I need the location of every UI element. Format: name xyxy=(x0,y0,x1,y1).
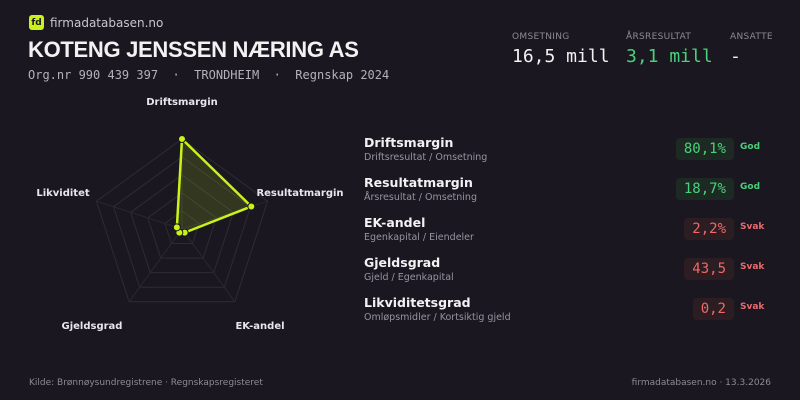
metric-status: Svak xyxy=(740,262,765,272)
radar-grid-ring xyxy=(95,138,269,303)
brand-name: firmadatabasen.no xyxy=(50,15,164,30)
metrics-list: Driftsmargin Driftsresultat / Omsetning … xyxy=(364,135,774,335)
logo-icon: fd xyxy=(29,15,44,30)
radar-axis-line xyxy=(181,228,236,303)
kpi-value: 3,1 mill xyxy=(626,46,713,67)
kpi-omsetning: OMSETNING 16,5 mill xyxy=(512,32,610,67)
metric-value: 2,2% xyxy=(684,218,734,240)
radar-axis-label: Gjeldsgrad xyxy=(62,321,123,332)
radar-chart: Driftsmargin Resultatmargin EK-andel Gjelds… xyxy=(36,97,343,332)
radar-axis-label: EK-andel xyxy=(235,321,284,332)
brand[interactable]: fd firmadatabasen.no xyxy=(29,15,163,30)
radar-axis-label: Driftsmargin xyxy=(146,97,218,108)
kpi-ansatte: ANSATTE - xyxy=(730,32,773,67)
metric-row: EK-andel Egenkapital / Eiendeler 2,2% Sv… xyxy=(364,215,774,255)
kpi-label: OMSETNING xyxy=(512,32,570,42)
metric-row: Resultatmargin Årsresultat / Omsetning 1… xyxy=(364,175,774,215)
radar-grid-ring xyxy=(112,156,252,288)
radar-area xyxy=(175,137,253,234)
metric-formula: Årsresultat / Omsetning xyxy=(364,192,477,203)
radar-axis-label: Resultatmargin xyxy=(256,188,343,199)
radar-grid-ring xyxy=(130,174,234,274)
metric-row: Likviditetsgrad Omløpsmidler / Kortsikti… xyxy=(364,295,774,335)
metric-name: Resultatmargin xyxy=(364,175,473,190)
kpi-label: ANSATTE xyxy=(730,32,773,42)
metric-formula: Omløpsmidler / Kortsiktig gjeld xyxy=(364,312,511,323)
metric-row: Gjeldsgrad Gjeld / Egenkapital 43,5 Svak xyxy=(364,255,774,295)
radar-point xyxy=(178,135,186,143)
metric-row: Driftsmargin Driftsresultat / Omsetning … xyxy=(364,135,774,175)
metric-value: 0,2 xyxy=(692,298,734,320)
radar-point xyxy=(172,223,181,232)
metric-status: Svak xyxy=(740,302,765,312)
metric-status: God xyxy=(740,182,761,192)
metric-name: EK-andel xyxy=(364,215,426,230)
metric-name: Gjeldsgrad xyxy=(364,255,441,270)
company-subtitle: Org.nr 990 439 397 · TRONDHEIM · Regnska… xyxy=(28,68,390,82)
footer-site: firmadatabasen.no · 13.3.2026 xyxy=(631,378,771,388)
kpi-value: 16,5 mill xyxy=(512,46,610,67)
radar-grid-ring xyxy=(164,210,200,245)
metric-status: God xyxy=(740,142,761,152)
radar-axis-line xyxy=(128,228,183,303)
radar-axis-line xyxy=(96,200,183,230)
footer-source: Kilde: Brønnøysundregistrene · Regnskaps… xyxy=(29,378,263,388)
radar-point xyxy=(247,202,256,211)
kpi-label: ÅRSRESULTAT xyxy=(626,32,692,42)
metric-formula: Gjeld / Egenkapital xyxy=(364,272,454,283)
metric-formula: Egenkapital / Eiendeler xyxy=(364,232,474,243)
company-name: KOTENG JENSSEN NÆRING AS xyxy=(28,37,359,62)
metric-value: 80,1% xyxy=(675,138,734,160)
metric-value: 43,5 xyxy=(684,258,734,280)
metric-value: 18,7% xyxy=(675,178,734,200)
kpi-value: - xyxy=(730,46,741,67)
metric-formula: Driftsresultat / Omsetning xyxy=(364,152,488,163)
radar-axis-label: Likviditet xyxy=(36,188,90,199)
metric-name: Likviditetsgrad xyxy=(364,295,471,310)
metric-name: Driftsmargin xyxy=(364,135,454,150)
kpi-arsresultat: ÅRSRESULTAT 3,1 mill xyxy=(626,32,713,67)
radar-grid-ring xyxy=(147,192,217,259)
metric-status: Svak xyxy=(740,222,765,232)
